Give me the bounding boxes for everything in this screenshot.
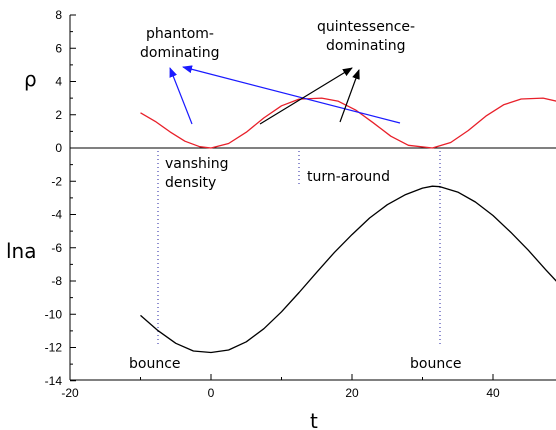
x-tick-label: 40 (486, 386, 500, 400)
bounce-label-left: bounce (129, 356, 181, 372)
y-tick-label: 2 (55, 108, 62, 122)
y-axis-label-rho: ρ (24, 67, 37, 91)
y-tick-label: -8 (51, 274, 62, 288)
x-axis-label: t (310, 409, 318, 430)
y-tick-label: -6 (51, 241, 62, 255)
vanishing-label-2: density (165, 175, 216, 191)
bounce-label-right: bounce (410, 356, 462, 372)
quintessence-arrow-1 (259, 67, 353, 125)
series-layer (140, 97, 556, 354)
x-tick-label: -20 (61, 386, 79, 400)
vanishing-label-1: vanshing (165, 156, 229, 172)
phantom-arrow-1 (169, 67, 193, 125)
y-tick-label: -14 (45, 374, 63, 388)
y-tick-label: -12 (45, 341, 63, 355)
turnaround-label: turn-around (307, 169, 390, 185)
y-tick-label: -2 (51, 174, 62, 188)
x-ticks: -20020406080 (61, 374, 500, 400)
x-tick-label: 20 (345, 386, 359, 400)
y-ticks: -14 -12 -10 -8 -6 -4 -2 0 2 4 6 8 (45, 8, 76, 388)
quintessence-label-2: dominating (326, 38, 406, 54)
y-tick-label: 0 (55, 141, 62, 155)
y-tick-label: 4 (55, 75, 62, 89)
y-tick-label: -4 (51, 208, 62, 222)
x-tick-label: 0 (208, 386, 215, 400)
phantom-label-2: dominating (140, 45, 220, 61)
phantom-label-1: phantom- (146, 26, 214, 42)
y-axis-label-lna: lna (6, 239, 37, 263)
phantom-arrow-2 (182, 65, 401, 124)
quintessence-label-1: quintessence- (317, 19, 415, 35)
series-line-lna (140, 185, 556, 354)
quintessence-arrow-2 (339, 69, 360, 123)
y-tick-label: -10 (45, 307, 63, 321)
y-tick-label: 8 (55, 8, 62, 22)
series-line-rho (140, 97, 556, 149)
y-tick-label: 6 (55, 41, 62, 55)
